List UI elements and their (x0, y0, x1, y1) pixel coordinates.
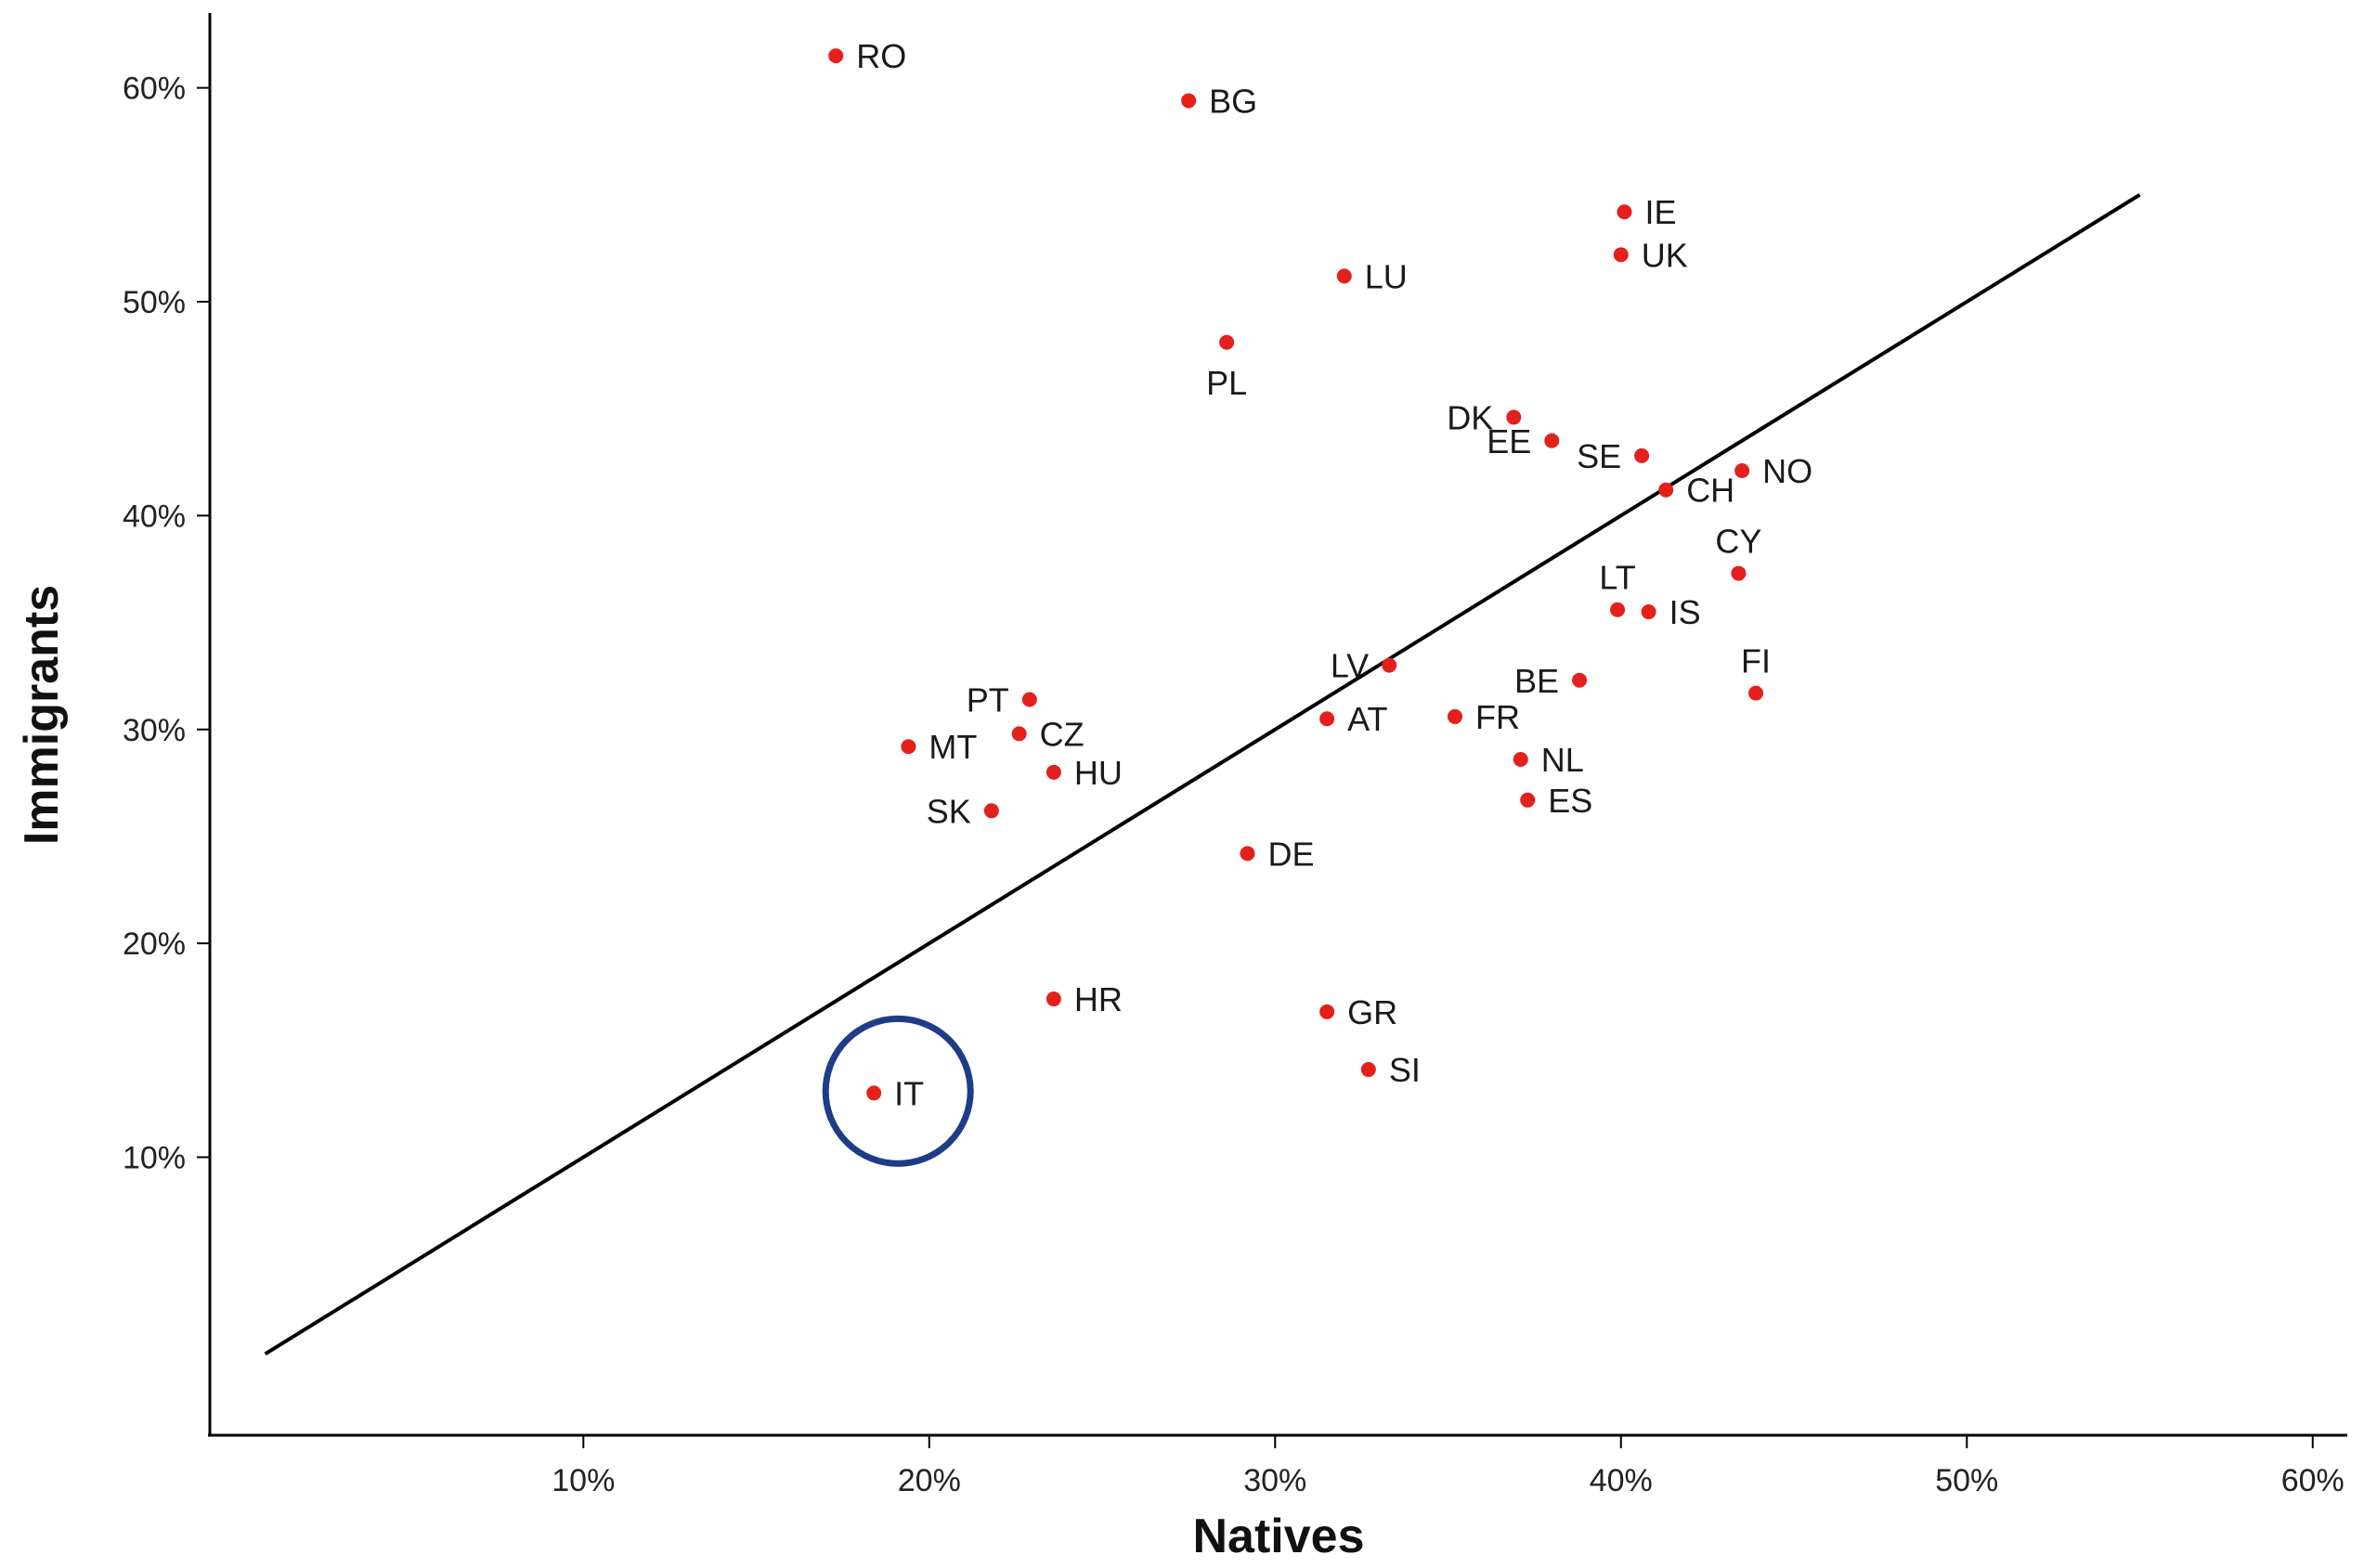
axes (208, 13, 2347, 1437)
y-axis-title: Immigrants (15, 585, 69, 845)
x-axis-title: Natives (1193, 1510, 1365, 1563)
point-label-it: IT (894, 1074, 924, 1112)
point-label-pt: PT (967, 681, 1009, 719)
data-point-se (1634, 447, 1650, 463)
point-label-ie: IE (1644, 193, 1676, 231)
data-point-mt (901, 739, 916, 755)
point-label-gr: GR (1347, 993, 1397, 1031)
data-point-lu (1336, 268, 1352, 284)
point-label-is: IS (1669, 593, 1701, 631)
point-label-lt: LT (1599, 559, 1635, 597)
x-tick-label: 60% (2281, 1463, 2345, 1498)
point-label-lv: LV (1331, 647, 1369, 685)
data-point-ie (1617, 204, 1632, 220)
highlight-circle (822, 1015, 974, 1167)
reference-line (264, 193, 2141, 1356)
point-label-de: DE (1267, 835, 1314, 873)
data-point-pl (1219, 334, 1235, 350)
point-label-bg: BG (1209, 82, 1257, 120)
point-label-se: SE (1577, 437, 1621, 475)
point-label-dk: DK (1447, 398, 1493, 436)
data-point-hr (1046, 991, 1061, 1007)
data-point-de (1240, 846, 1255, 862)
point-label-ch: CH (1686, 472, 1734, 510)
data-point-uk (1613, 247, 1629, 263)
data-point-dk (1506, 409, 1522, 425)
point-label-hr: HR (1074, 980, 1123, 1018)
point-label-at: AT (1347, 700, 1387, 738)
point-label-fi: FI (1741, 642, 1771, 680)
data-point-sk (983, 803, 999, 819)
data-point-si (1360, 1062, 1376, 1078)
point-label-es: ES (1548, 782, 1592, 820)
point-label-uk: UK (1642, 236, 1688, 274)
y-ticks: 10% 20% 30% 40% 50% 60% (123, 71, 210, 1176)
highlight-group (822, 1015, 974, 1167)
x-tick-label: 40% (1590, 1463, 1653, 1498)
data-point-at (1319, 711, 1335, 727)
data-point-lt (1610, 602, 1626, 617)
point-label-pl: PL (1206, 364, 1247, 402)
point-label-be: BE (1514, 662, 1559, 700)
y-tick-label: 20% (123, 927, 186, 962)
point-label-ro: RO (856, 37, 906, 75)
x-tick-label: 20% (898, 1463, 961, 1498)
data-point-hu (1046, 764, 1061, 780)
y-tick-label: 10% (123, 1141, 186, 1176)
x-tick-label: 30% (1243, 1463, 1306, 1498)
data-point-pt (1021, 692, 1037, 707)
data-point-no (1734, 463, 1750, 479)
data-point-nl (1513, 752, 1528, 768)
y-tick-label: 40% (123, 499, 186, 534)
data-point-ch (1658, 482, 1674, 498)
x-tick-label: 10% (552, 1463, 615, 1498)
data-point-fi (1748, 685, 1764, 701)
x-tick-label: 50% (1935, 1463, 1998, 1498)
data-point-ee (1544, 433, 1560, 448)
point-label-si: SI (1389, 1051, 1421, 1089)
reference-line-group (264, 193, 2141, 1356)
y-tick-label: 30% (123, 713, 186, 748)
data-point-cy (1731, 565, 1747, 581)
data-point-fr (1447, 708, 1462, 724)
point-label-mt: MT (929, 728, 977, 766)
data-point-it (866, 1085, 882, 1101)
point-label-fr: FR (1475, 698, 1520, 736)
point-label-cz: CZ (1040, 715, 1085, 753)
data-points (828, 48, 1764, 1101)
point-label-ee: EE (1487, 422, 1531, 460)
point-label-sk: SK (927, 792, 971, 830)
data-point-bg (1181, 93, 1197, 109)
data-point-gr (1319, 1004, 1335, 1019)
x-ticks: 10% 20% 30% 40% 50% 60% (552, 1435, 2345, 1498)
point-label-hu: HU (1074, 754, 1123, 792)
point-label-lu: LU (1365, 257, 1408, 295)
data-point-is (1641, 604, 1656, 620)
data-point-cz (1011, 726, 1027, 742)
data-point-es (1520, 792, 1536, 808)
y-tick-label: 50% (123, 285, 186, 320)
point-label-cy: CY (1715, 523, 1761, 561)
point-label-no: NO (1762, 452, 1812, 490)
data-point-be (1572, 672, 1588, 688)
data-point-ro (828, 48, 844, 64)
point-label-nl: NL (1541, 741, 1584, 779)
y-tick-label: 60% (123, 71, 186, 107)
data-point-lv (1382, 657, 1397, 673)
